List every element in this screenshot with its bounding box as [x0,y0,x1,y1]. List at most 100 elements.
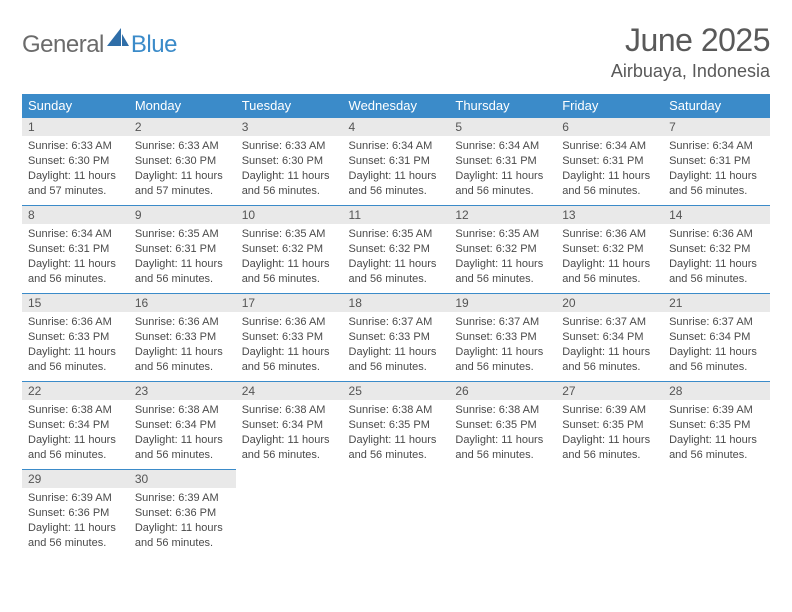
sunset-text: Sunset: 6:33 PM [28,330,123,345]
sunrise-text: Sunrise: 6:36 AM [669,227,764,242]
sunset-text: Sunset: 6:32 PM [669,242,764,257]
day-number: 24 [236,381,343,400]
calendar-cell: 1Sunrise: 6:33 AMSunset: 6:30 PMDaylight… [22,117,129,205]
day-body: Sunrise: 6:33 AMSunset: 6:30 PMDaylight:… [22,136,129,204]
calendar-cell: 15Sunrise: 6:36 AMSunset: 6:33 PMDayligh… [22,293,129,381]
sunset-text: Sunset: 6:34 PM [242,418,337,433]
day-body: Sunrise: 6:34 AMSunset: 6:31 PMDaylight:… [449,136,556,204]
day-body: Sunrise: 6:38 AMSunset: 6:35 PMDaylight:… [343,400,450,468]
day-body: Sunrise: 6:34 AMSunset: 6:31 PMDaylight:… [343,136,450,204]
day-number: 8 [22,205,129,224]
calendar-cell: 5Sunrise: 6:34 AMSunset: 6:31 PMDaylight… [449,117,556,205]
calendar-cell [449,469,556,557]
sunrise-text: Sunrise: 6:38 AM [349,403,444,418]
day-number: 11 [343,205,450,224]
sunrise-text: Sunrise: 6:36 AM [242,315,337,330]
sunset-text: Sunset: 6:30 PM [28,154,123,169]
calendar-cell: 24Sunrise: 6:38 AMSunset: 6:34 PMDayligh… [236,381,343,469]
sunset-text: Sunset: 6:33 PM [135,330,230,345]
sunrise-text: Sunrise: 6:35 AM [349,227,444,242]
sunrise-text: Sunrise: 6:34 AM [562,139,657,154]
day-number: 9 [129,205,236,224]
day-number: 17 [236,293,343,312]
calendar-cell: 3Sunrise: 6:33 AMSunset: 6:30 PMDaylight… [236,117,343,205]
day-body: Sunrise: 6:35 AMSunset: 6:32 PMDaylight:… [449,224,556,292]
sunset-text: Sunset: 6:31 PM [669,154,764,169]
calendar-cell: 28Sunrise: 6:39 AMSunset: 6:35 PMDayligh… [663,381,770,469]
daylight-text: Daylight: 11 hours and 56 minutes. [135,257,230,287]
calendar-cell: 30Sunrise: 6:39 AMSunset: 6:36 PMDayligh… [129,469,236,557]
daylight-text: Daylight: 11 hours and 56 minutes. [242,433,337,463]
calendar-cell: 2Sunrise: 6:33 AMSunset: 6:30 PMDaylight… [129,117,236,205]
sunset-text: Sunset: 6:31 PM [28,242,123,257]
sunset-text: Sunset: 6:32 PM [562,242,657,257]
daylight-text: Daylight: 11 hours and 56 minutes. [349,433,444,463]
sunrise-text: Sunrise: 6:35 AM [455,227,550,242]
sunset-text: Sunset: 6:36 PM [28,506,123,521]
calendar-cell [343,469,450,557]
sunset-text: Sunset: 6:36 PM [135,506,230,521]
calendar-cell: 23Sunrise: 6:38 AMSunset: 6:34 PMDayligh… [129,381,236,469]
sunset-text: Sunset: 6:35 PM [562,418,657,433]
sunset-text: Sunset: 6:30 PM [242,154,337,169]
daylight-text: Daylight: 11 hours and 56 minutes. [562,345,657,375]
logo-text-blue: Blue [131,31,177,59]
day-number: 16 [129,293,236,312]
calendar-cell: 21Sunrise: 6:37 AMSunset: 6:34 PMDayligh… [663,293,770,381]
sunrise-text: Sunrise: 6:38 AM [135,403,230,418]
calendar-cell: 4Sunrise: 6:34 AMSunset: 6:31 PMDaylight… [343,117,450,205]
header: General Blue June 2025 Airbuaya, Indones… [22,22,770,82]
logo-text-general: General [22,31,104,59]
daylight-text: Daylight: 11 hours and 57 minutes. [28,169,123,199]
day-number: 21 [663,293,770,312]
day-body: Sunrise: 6:36 AMSunset: 6:33 PMDaylight:… [129,312,236,380]
calendar-cell: 18Sunrise: 6:37 AMSunset: 6:33 PMDayligh… [343,293,450,381]
day-body: Sunrise: 6:39 AMSunset: 6:36 PMDaylight:… [129,488,236,556]
sunrise-text: Sunrise: 6:37 AM [562,315,657,330]
day-body: Sunrise: 6:34 AMSunset: 6:31 PMDaylight:… [556,136,663,204]
day-number: 30 [129,469,236,488]
calendar-cell [236,469,343,557]
daylight-text: Daylight: 11 hours and 56 minutes. [349,257,444,287]
daylight-text: Daylight: 11 hours and 56 minutes. [455,169,550,199]
calendar-cell: 6Sunrise: 6:34 AMSunset: 6:31 PMDaylight… [556,117,663,205]
sunrise-text: Sunrise: 6:34 AM [28,227,123,242]
day-body: Sunrise: 6:38 AMSunset: 6:35 PMDaylight:… [449,400,556,468]
calendar-cell: 14Sunrise: 6:36 AMSunset: 6:32 PMDayligh… [663,205,770,293]
calendar-cell: 29Sunrise: 6:39 AMSunset: 6:36 PMDayligh… [22,469,129,557]
sunrise-text: Sunrise: 6:37 AM [455,315,550,330]
sunrise-text: Sunrise: 6:39 AM [669,403,764,418]
sunrise-text: Sunrise: 6:35 AM [135,227,230,242]
day-number: 2 [129,117,236,136]
sunrise-text: Sunrise: 6:38 AM [455,403,550,418]
day-body: Sunrise: 6:37 AMSunset: 6:34 PMDaylight:… [663,312,770,380]
day-number: 14 [663,205,770,224]
calendar-cell: 16Sunrise: 6:36 AMSunset: 6:33 PMDayligh… [129,293,236,381]
calendar-week-row: 29Sunrise: 6:39 AMSunset: 6:36 PMDayligh… [22,469,770,557]
day-number: 10 [236,205,343,224]
sunset-text: Sunset: 6:34 PM [28,418,123,433]
day-number: 6 [556,117,663,136]
daylight-text: Daylight: 11 hours and 56 minutes. [562,169,657,199]
weekday-header: Tuesday [236,94,343,117]
page-title: June 2025 [611,22,770,59]
day-number: 27 [556,381,663,400]
daylight-text: Daylight: 11 hours and 56 minutes. [669,169,764,199]
sunset-text: Sunset: 6:34 PM [135,418,230,433]
calendar-week-row: 1Sunrise: 6:33 AMSunset: 6:30 PMDaylight… [22,117,770,205]
calendar-cell: 8Sunrise: 6:34 AMSunset: 6:31 PMDaylight… [22,205,129,293]
daylight-text: Daylight: 11 hours and 56 minutes. [455,433,550,463]
day-body: Sunrise: 6:37 AMSunset: 6:33 PMDaylight:… [449,312,556,380]
daylight-text: Daylight: 11 hours and 56 minutes. [242,345,337,375]
daylight-text: Daylight: 11 hours and 56 minutes. [28,521,123,551]
sunset-text: Sunset: 6:31 PM [135,242,230,257]
sunrise-text: Sunrise: 6:37 AM [349,315,444,330]
sunrise-text: Sunrise: 6:33 AM [242,139,337,154]
day-number: 3 [236,117,343,136]
sunset-text: Sunset: 6:32 PM [242,242,337,257]
sunrise-text: Sunrise: 6:34 AM [669,139,764,154]
sail-icon [107,28,129,53]
day-body: Sunrise: 6:39 AMSunset: 6:35 PMDaylight:… [663,400,770,468]
calendar-cell: 12Sunrise: 6:35 AMSunset: 6:32 PMDayligh… [449,205,556,293]
calendar-cell: 10Sunrise: 6:35 AMSunset: 6:32 PMDayligh… [236,205,343,293]
